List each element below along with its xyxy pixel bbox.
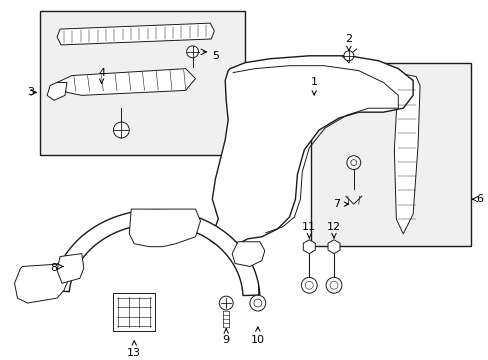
Polygon shape: [303, 240, 315, 253]
Circle shape: [186, 46, 198, 58]
Polygon shape: [57, 69, 195, 95]
Circle shape: [301, 277, 317, 293]
Polygon shape: [393, 75, 419, 234]
Polygon shape: [47, 82, 67, 100]
Polygon shape: [57, 23, 214, 45]
Text: 7: 7: [333, 199, 348, 209]
Circle shape: [305, 281, 313, 289]
Circle shape: [219, 296, 233, 310]
Bar: [113, 293, 155, 331]
Text: 5: 5: [211, 51, 218, 61]
Text: 11: 11: [302, 222, 316, 238]
Circle shape: [325, 277, 341, 293]
Circle shape: [343, 51, 353, 61]
Circle shape: [253, 299, 261, 307]
Polygon shape: [232, 242, 264, 266]
Text: 10: 10: [250, 327, 264, 345]
Circle shape: [113, 122, 129, 138]
Polygon shape: [57, 253, 83, 283]
Text: 4: 4: [98, 68, 105, 84]
Text: 2: 2: [345, 34, 352, 50]
Polygon shape: [15, 264, 70, 303]
Bar: [311, 63, 470, 246]
Text: 3: 3: [27, 87, 34, 98]
Text: 8: 8: [50, 264, 58, 274]
Text: 12: 12: [326, 222, 340, 238]
Text: 6: 6: [475, 194, 482, 204]
Polygon shape: [327, 240, 339, 253]
Bar: [40, 11, 244, 155]
Circle shape: [346, 156, 360, 170]
Text: 1: 1: [310, 77, 317, 95]
Polygon shape: [52, 210, 259, 296]
Polygon shape: [208, 56, 412, 247]
Polygon shape: [129, 209, 200, 247]
Circle shape: [249, 295, 265, 311]
Circle shape: [350, 159, 356, 166]
Circle shape: [329, 281, 337, 289]
Text: 9: 9: [222, 329, 229, 345]
Text: 13: 13: [127, 341, 141, 357]
